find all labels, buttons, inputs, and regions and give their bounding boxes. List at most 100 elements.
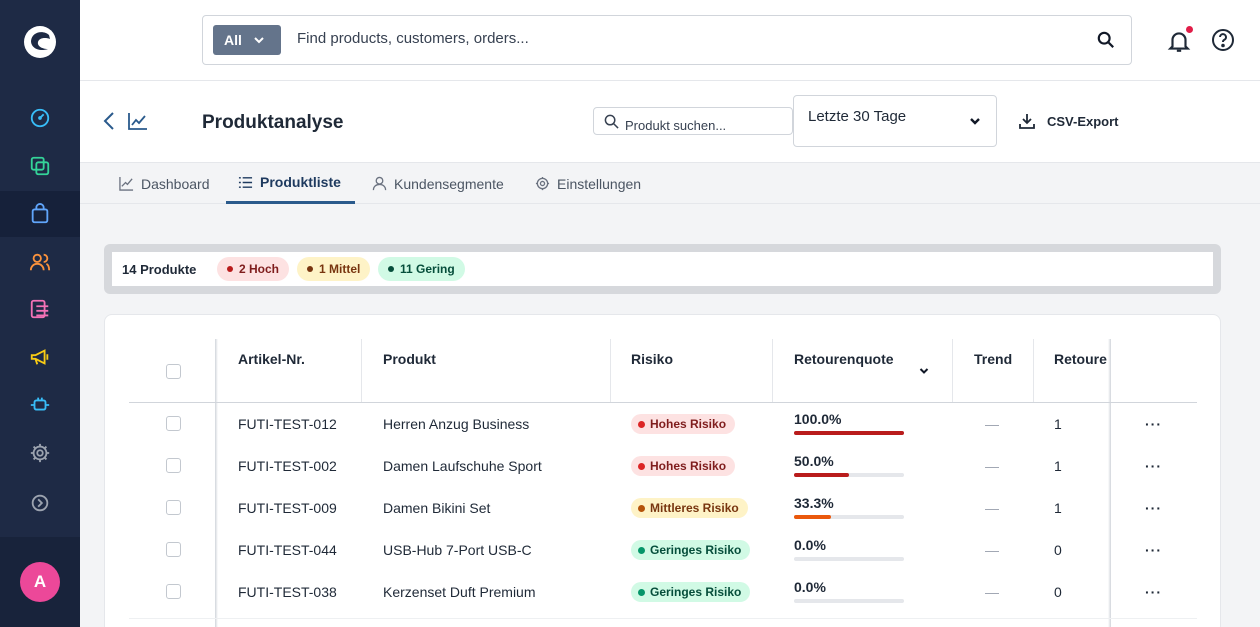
cell-returns: 1 [1054,416,1062,432]
help-icon[interactable] [1211,28,1235,52]
table-row[interactable]: FUTI-TEST-002 Damen Laufschuhe Sport Hoh… [105,445,1220,487]
column-header-return-rate[interactable]: Retourenquote [794,351,894,367]
layers-icon [30,156,50,176]
cell-sku: FUTI-TEST-009 [238,500,337,516]
row-actions-button[interactable]: ··· [1145,500,1162,516]
risk-low-pill[interactable]: 11 Gering [378,257,465,281]
table-row[interactable]: FUTI-TEST-009 Damen Bikini Set Mittleres… [105,487,1220,529]
search-icon[interactable] [1097,31,1115,49]
plug-icon [30,397,50,411]
select-all-checkbox[interactable] [166,364,181,379]
row-checkbox[interactable] [166,416,181,431]
speedometer-icon [30,108,50,128]
list-icon [30,299,49,319]
product-count: 14 Produkte [122,262,197,277]
row-checkbox[interactable] [166,500,181,515]
nav-content[interactable] [0,143,80,189]
nav-marketing[interactable] [0,334,80,380]
cell-product[interactable]: Kerzenset Duft Premium [383,584,536,600]
row-actions-button[interactable]: ··· [1145,416,1162,432]
cell-sku: FUTI-TEST-012 [238,416,337,432]
bell-icon[interactable] [1166,28,1192,54]
column-header-trend[interactable]: Trend [974,351,1013,367]
tab-dashboard-label: Dashboard [141,175,210,192]
download-icon [1019,114,1035,129]
risk-low-dot [388,266,394,272]
shopping-bag-icon [31,203,49,224]
cell-return-rate: 0.0% [794,537,826,553]
cell-product[interactable]: Herren Anzug Business [383,416,530,432]
cell-returns: 0 [1054,584,1062,600]
risk-high-label: 2 Hoch [239,262,280,276]
risk-dot [638,504,645,512]
risk-badge: Mittleres Risiko [631,498,748,518]
users-icon [29,253,51,271]
tab-dashboard[interactable]: Dashboard [107,163,222,204]
csv-export-button[interactable]: CSV-Export [1018,112,1119,130]
tab-kundensegmente[interactable]: Kundensegmente [360,163,516,204]
global-search-input[interactable]: Find products, customers, orders... [297,30,529,47]
risk-medium-pill[interactable]: 1 Mittel [297,257,371,281]
risk-badge: Geringes Risiko [631,540,751,560]
risk-badge: Hohes Risiko [631,414,736,434]
sort-desc-icon[interactable] [919,367,929,375]
nav-settings[interactable] [0,430,80,476]
column-header-risk[interactable]: Risiko [631,351,674,367]
sticky-column-shadow [1108,339,1111,627]
cell-product[interactable]: Damen Bikini Set [383,500,491,516]
nav-extensions[interactable] [0,382,80,428]
cell-return-rate: 50.0% [794,453,834,469]
row-actions-button[interactable]: ··· [1145,584,1162,600]
nav-more[interactable] [0,480,80,526]
header-divider [129,402,1197,403]
column-header-product[interactable]: Produkt [383,351,436,367]
shopware-logo-icon[interactable] [22,24,58,60]
tab-einstellungen[interactable]: Einstellungen [523,163,653,204]
tab-bar: Dashboard Produktliste Kundensegmente Ei… [80,163,1260,204]
date-range-select[interactable]: Letzte 30 Tage [793,95,997,147]
cell-returns: 1 [1054,500,1062,516]
cell-trend: — [985,542,999,558]
gear-icon [535,176,550,191]
notification-dot [1186,26,1193,33]
column-header-returns[interactable]: Retoure [1054,351,1107,367]
cell-trend: — [985,458,999,474]
row-actions-button[interactable]: ··· [1145,542,1162,558]
cell-product[interactable]: Damen Laufschuhe Sport [383,458,542,474]
date-range-value: Letzte 30 Tage [808,108,907,125]
nav-content-lists[interactable] [0,286,80,332]
nav-customers[interactable] [0,239,80,285]
risk-badge: Geringes Risiko [631,582,751,602]
search-scope-dropdown[interactable]: All [213,25,281,55]
page-title: Produktanalyse [202,112,344,133]
table-row[interactable]: FUTI-TEST-012 Herren Anzug Business Hohe… [105,403,1220,445]
row-checkbox[interactable] [166,584,181,599]
chevron-left-icon[interactable] [102,111,116,131]
product-search-input[interactable]: Produkt suchen... [593,107,793,135]
tab-einstellungen-label: Einstellungen [557,175,642,192]
global-search[interactable]: All Find products, customers, orders... [202,15,1132,65]
cell-product[interactable]: USB-Hub 7-Port USB-C [383,542,532,558]
tab-produktliste[interactable]: Produktliste [226,163,355,204]
cell-returns: 0 [1054,542,1062,558]
column-header-sku[interactable]: Artikel-Nr. [238,351,305,367]
row-checkbox[interactable] [166,542,181,557]
risk-badge-label: Mittleres Risiko [650,501,739,515]
nav-orders[interactable] [0,191,80,237]
list-icon [238,176,253,188]
cell-trend: — [985,500,999,516]
user-avatar[interactable]: A [20,562,60,602]
table-row[interactable]: FUTI-TEST-038 Kerzenset Duft Premium Ger… [105,571,1220,613]
nav-dashboard[interactable] [0,95,80,141]
tab-produktliste-label: Produktliste [260,174,341,190]
row-actions-button[interactable]: ··· [1145,458,1162,474]
row-checkbox[interactable] [166,458,181,473]
cell-sku: FUTI-TEST-002 [238,458,337,474]
risk-low-label: 11 Gering [400,262,455,276]
risk-high-dot [227,266,233,272]
risk-high-pill[interactable]: 2 Hoch [217,257,290,281]
table-row[interactable]: FUTI-TEST-044 USB-Hub 7-Port USB-C Gerin… [105,529,1220,571]
column-divider [361,339,362,403]
risk-summary: 14 Produkte 2 Hoch 1 Mittel 11 Gering [112,252,1213,286]
cell-trend: — [985,584,999,600]
